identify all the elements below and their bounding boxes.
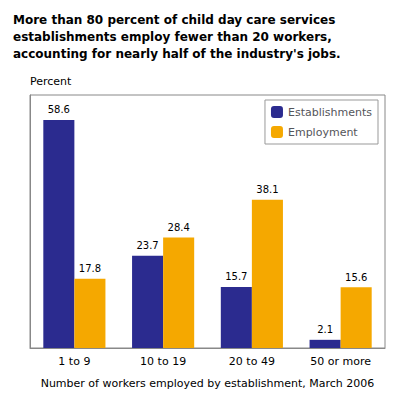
svg-text:More than 80 percent of child: More than 80 percent of child day care s… <box>13 13 335 27</box>
svg-text:accounting for nearly half of: accounting for nearly half of the indust… <box>13 47 341 61</box>
svg-text:50 or more: 50 or more <box>310 355 371 368</box>
svg-text:1 to 9: 1 to 9 <box>58 355 90 368</box>
svg-text:establishments employ fewer th: establishments employ fewer than 20 work… <box>13 30 332 44</box>
svg-text:2.1: 2.1 <box>317 324 333 335</box>
svg-text:17.8: 17.8 <box>79 263 101 274</box>
svg-text:Percent: Percent <box>30 75 72 88</box>
svg-text:Number of workers employed by: Number of workers employed by establishm… <box>41 377 375 390</box>
svg-text:58.6: 58.6 <box>48 104 70 115</box>
svg-text:10 to 19: 10 to 19 <box>140 355 186 368</box>
svg-text:28.4: 28.4 <box>168 222 190 233</box>
svg-text:38.1: 38.1 <box>256 184 278 195</box>
svg-text:15.6: 15.6 <box>345 272 367 283</box>
svg-text:Establishments: Establishments <box>288 106 372 119</box>
svg-text:Employment: Employment <box>288 126 358 139</box>
svg-text:23.7: 23.7 <box>136 240 158 251</box>
svg-text:15.7: 15.7 <box>225 271 247 282</box>
svg-text:20 to 49: 20 to 49 <box>229 355 275 368</box>
